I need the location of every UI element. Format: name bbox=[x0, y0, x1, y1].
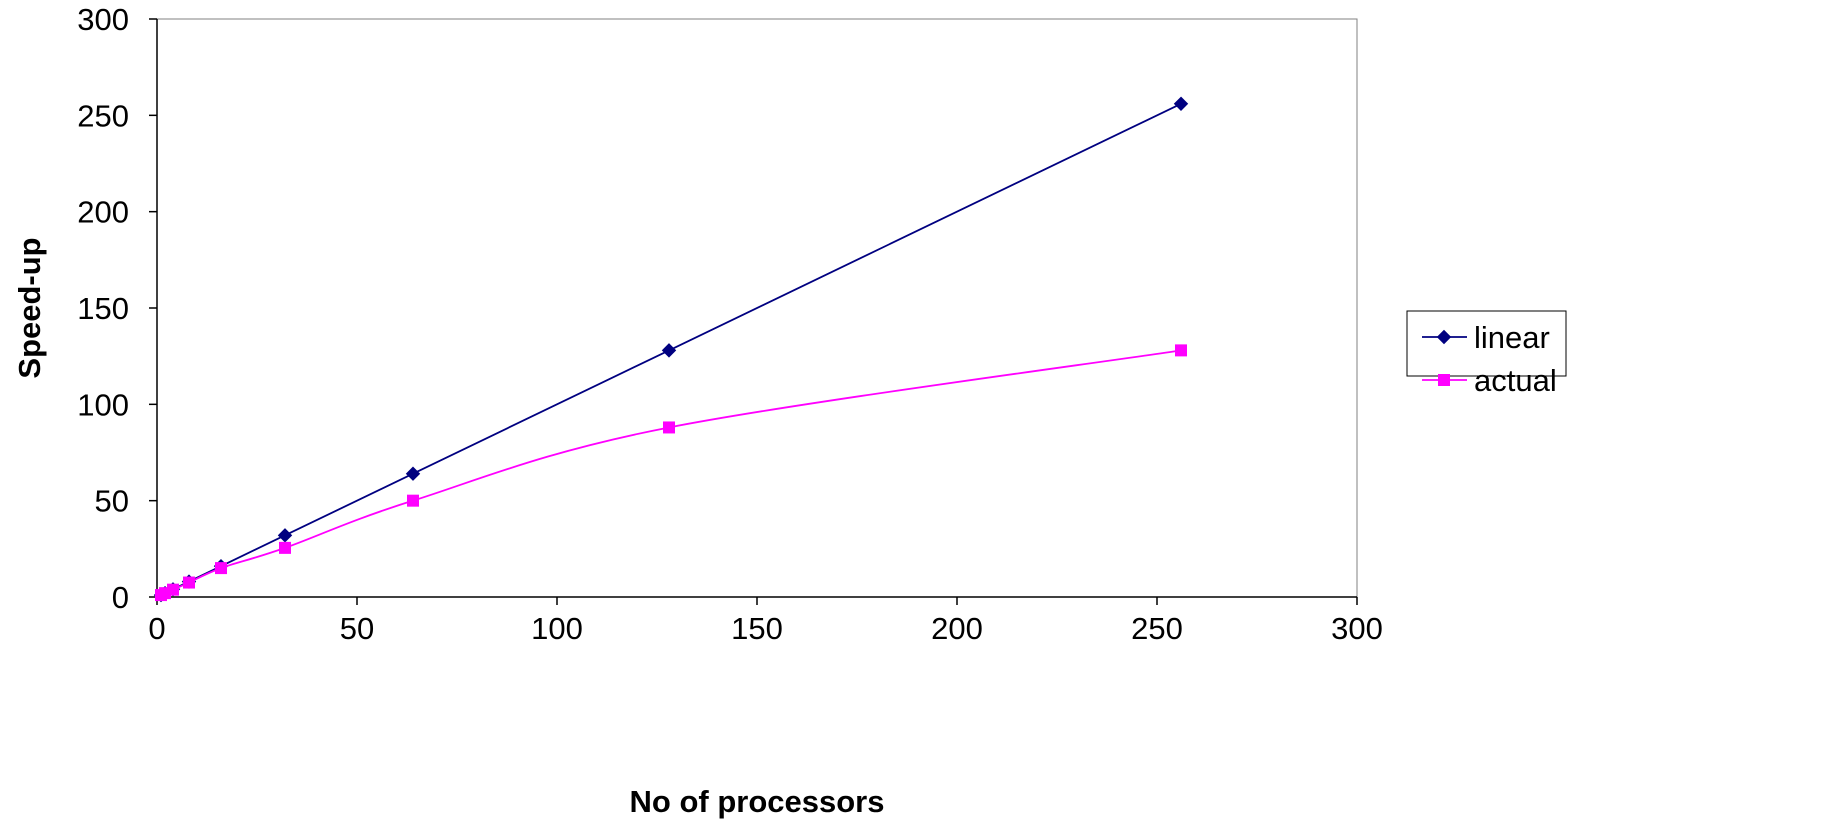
data-point-actual bbox=[183, 576, 195, 589]
x-tick-label: 300 bbox=[1331, 611, 1383, 646]
data-point-actual bbox=[167, 583, 179, 596]
x-tick-label: 200 bbox=[931, 611, 983, 646]
y-tick-label: 250 bbox=[77, 98, 129, 133]
y-tick-label: 50 bbox=[95, 484, 129, 519]
series-layer bbox=[153, 96, 1189, 603]
x-tick-label: 100 bbox=[531, 611, 583, 646]
y-tick-label: 300 bbox=[77, 2, 129, 37]
x-axis-ticks: 0 50 100 150 200 250 300 bbox=[148, 597, 1383, 646]
data-point-linear bbox=[1173, 96, 1189, 111]
legend-marker-linear bbox=[1436, 329, 1452, 345]
y-axis-ticks: 0 50 100 150 200 250 300 bbox=[77, 2, 157, 615]
x-axis-title: No of processors bbox=[630, 784, 885, 819]
legend-box bbox=[1406, 310, 1567, 377]
x-tick-label: 150 bbox=[731, 611, 783, 646]
y-tick-label: 0 bbox=[112, 580, 129, 615]
data-point-actual bbox=[279, 541, 291, 554]
data-point-linear bbox=[277, 528, 293, 543]
y-tick-label: 150 bbox=[77, 291, 129, 326]
y-axis-title: Speed-up bbox=[12, 237, 47, 378]
x-tick-label: 0 bbox=[148, 611, 165, 646]
x-tick-label: 250 bbox=[1131, 611, 1183, 646]
x-tick-label: 50 bbox=[340, 611, 374, 646]
y-tick-label: 100 bbox=[77, 387, 129, 422]
legend-marker-actual bbox=[1438, 374, 1450, 386]
legend-label-linear: linear bbox=[1474, 320, 1550, 355]
y-tick-label: 200 bbox=[77, 195, 129, 230]
data-point-actual bbox=[407, 494, 419, 507]
legend-entry-actual: actual bbox=[1422, 363, 1557, 398]
legend-label-actual: actual bbox=[1474, 363, 1557, 398]
legend-entry-linear: linear bbox=[1422, 320, 1550, 355]
data-point-actual bbox=[215, 562, 227, 575]
legend: linear actual bbox=[1406, 310, 1567, 398]
data-point-actual bbox=[663, 421, 675, 434]
data-point-linear bbox=[405, 466, 421, 481]
data-point-linear bbox=[661, 343, 677, 358]
data-point-actual bbox=[1175, 344, 1187, 357]
series-actual bbox=[155, 344, 1187, 602]
